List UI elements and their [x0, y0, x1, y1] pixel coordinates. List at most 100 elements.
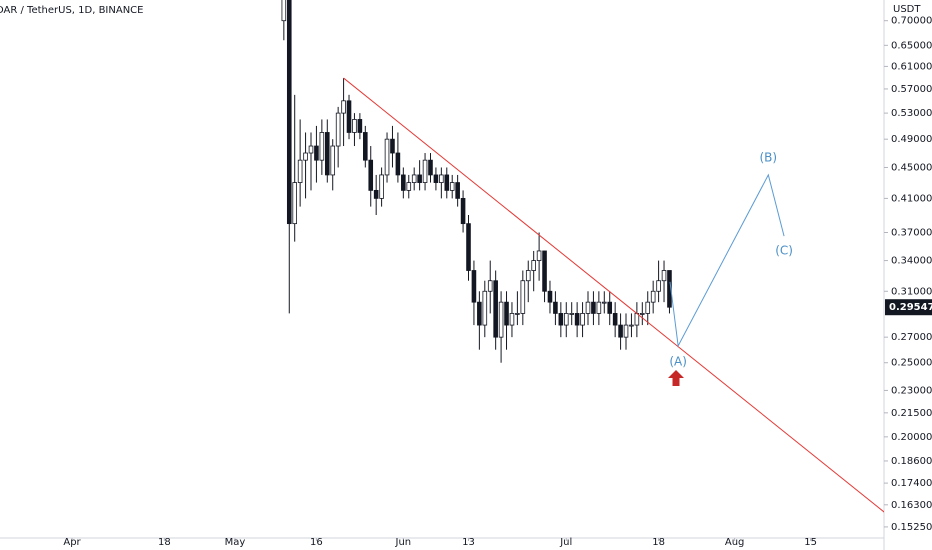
x-tick-label: May [225, 537, 246, 548]
x-tick-label: 18 [652, 537, 665, 548]
candle-body [525, 270, 531, 282]
candle-body [401, 174, 406, 191]
wave-label: (A) [669, 354, 687, 368]
x-tick-label: Jun [395, 537, 412, 548]
candle-body [542, 250, 547, 292]
y-tick-label: 0.57000 [891, 84, 932, 95]
y-tick-label: 0.17400 [891, 478, 932, 489]
candle-body [661, 270, 667, 282]
candle-body [466, 223, 471, 271]
x-tick-label: 18 [158, 537, 171, 548]
candle-body [645, 301, 651, 314]
candle-body [656, 280, 661, 292]
y-tick-label: 0.25000 [891, 358, 932, 369]
candle-body [650, 290, 656, 303]
candle-body [574, 313, 580, 326]
y-tick-label: 0.70000 [891, 16, 932, 27]
y-tick-label: 0.18600 [891, 456, 932, 467]
candle-body [623, 324, 629, 338]
candle-body [498, 301, 504, 338]
last-price-box [885, 299, 932, 316]
x-tick-label: 13 [462, 537, 475, 548]
candle-body [601, 301, 607, 304]
candle-body [373, 189, 379, 199]
plot-area [281, 0, 884, 513]
last-price-label: 0.29547 [889, 302, 932, 313]
x-tick-label: Aug [725, 537, 745, 548]
candle-body [553, 301, 558, 314]
candle-body [640, 313, 645, 315]
candle-body [607, 301, 613, 314]
candle-body [395, 152, 401, 176]
y-tick-label: 0.34000 [891, 256, 932, 267]
candle-body [439, 174, 444, 183]
candle-body [563, 313, 569, 326]
candle-body [286, 0, 292, 225]
y-unit: USDT [893, 4, 921, 15]
candle-body [390, 138, 395, 154]
candle-body [330, 145, 336, 176]
candle-body [487, 280, 493, 292]
candle-body [547, 290, 553, 303]
candle-body [417, 174, 422, 183]
candle-body [471, 270, 477, 303]
candle-body [346, 100, 352, 133]
y-tick-label: 0.53000 [891, 108, 932, 119]
x-tick-label: 15 [804, 537, 817, 548]
candle-body [379, 174, 384, 199]
candle-body [596, 301, 602, 314]
candle-body [341, 100, 346, 114]
candle-body [444, 174, 450, 191]
candle-body [612, 313, 618, 326]
candle-body [531, 260, 536, 271]
candle-body [558, 313, 564, 326]
y-tick-label: 0.23000 [891, 385, 932, 396]
candle-body [536, 250, 542, 261]
y-tick-label: 0.31000 [891, 286, 932, 297]
candle-body [281, 0, 287, 22]
y-tick-label: 0.37000 [891, 227, 932, 238]
x-tick-label: 16 [310, 537, 323, 548]
chart-title: DAR / TetherUS, 1D, BINANCE [0, 5, 143, 16]
y-tick-label: 0.61000 [891, 61, 932, 72]
candle-body [357, 119, 363, 133]
up-arrow [668, 370, 684, 386]
candle-body [504, 301, 509, 326]
candle-body [618, 324, 623, 338]
wave-label: (B) [760, 150, 778, 164]
candle-body [509, 313, 515, 326]
candle-body [433, 174, 439, 183]
y-tick-label: 0.41000 [891, 193, 932, 204]
candle-body [482, 290, 488, 326]
candle-body [585, 301, 591, 314]
candle-body [569, 313, 575, 315]
candle-body [591, 301, 596, 314]
candle-body [428, 159, 433, 176]
x-tick-label: Jul [559, 537, 572, 548]
y-tick-label: 0.16300 [891, 500, 932, 511]
candle-body [308, 145, 314, 154]
y-tick-label: 0.21500 [891, 408, 932, 419]
candle-body [422, 159, 428, 183]
candle-body [384, 138, 390, 176]
y-tick-label: 0.65000 [891, 40, 932, 51]
trendline [343, 77, 884, 513]
candle-body [297, 159, 303, 183]
candle-body [580, 313, 585, 326]
wave-label: (C) [775, 244, 793, 258]
candle-body [455, 182, 460, 199]
wave-projection [669, 173, 785, 348]
candle-body [477, 301, 482, 326]
candle-body [324, 132, 330, 176]
candle-body [520, 280, 526, 314]
candle-body [368, 159, 374, 191]
candle-body [493, 280, 498, 338]
y-tick-label: 0.15250 [891, 522, 932, 533]
candle-body [515, 313, 520, 315]
y-tick-label: 0.45000 [891, 162, 932, 173]
candle-body [411, 174, 417, 183]
x-tick-label: Apr [63, 537, 81, 548]
candle-body [335, 112, 341, 147]
